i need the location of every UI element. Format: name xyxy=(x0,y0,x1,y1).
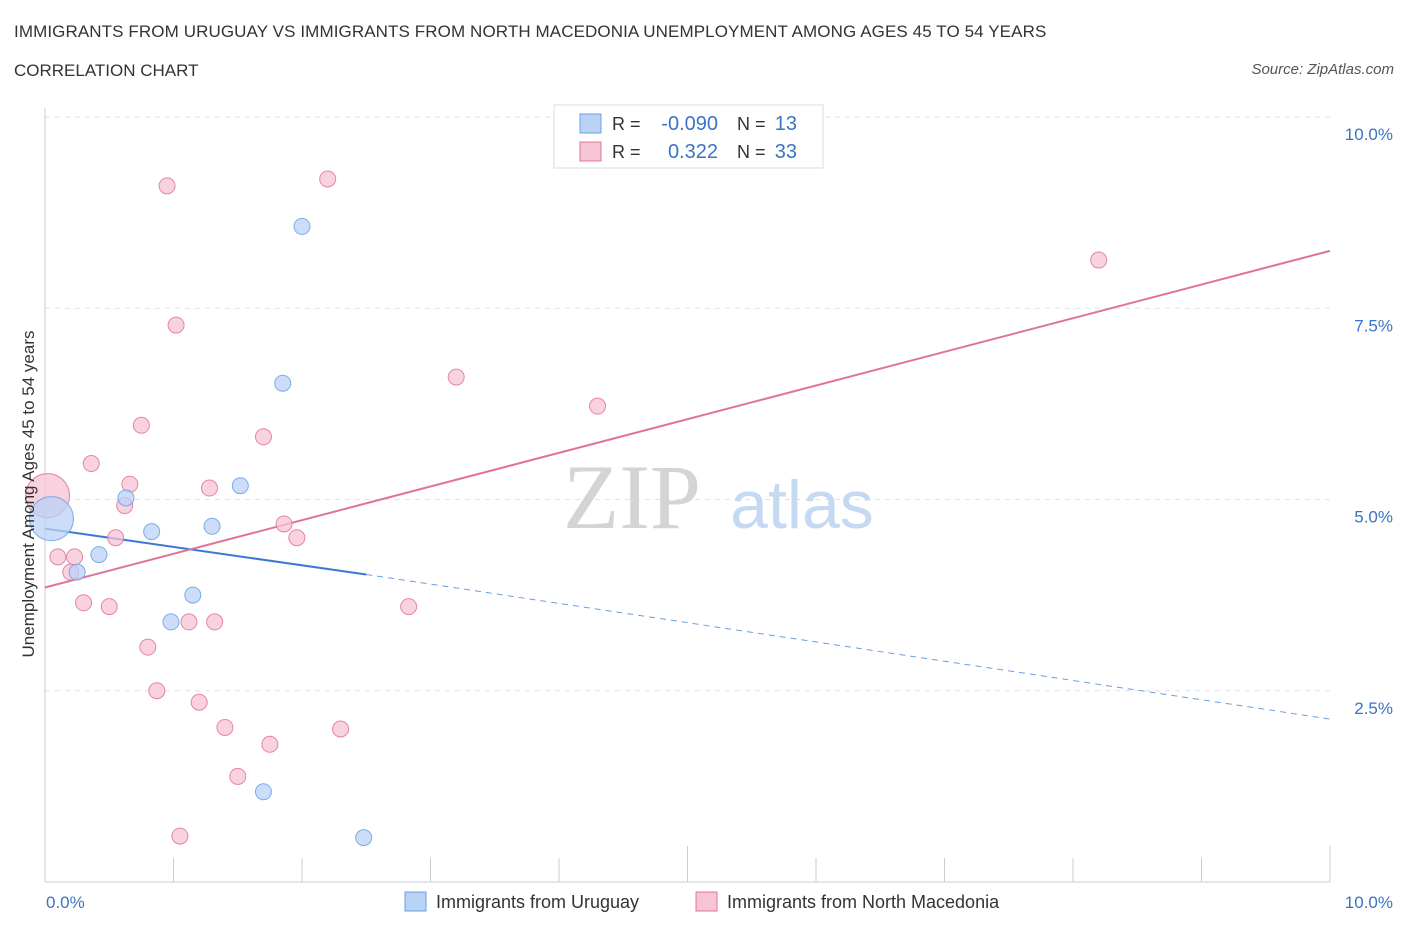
macedonia-point xyxy=(158,177,176,195)
uruguay-point xyxy=(274,374,292,392)
macedonia-point xyxy=(148,682,166,700)
macedonia-point xyxy=(167,316,185,334)
macedonia-point xyxy=(200,479,218,497)
macedonia-point xyxy=(332,720,350,738)
gridlines xyxy=(45,116,1330,692)
macedonia-point xyxy=(261,735,279,753)
y-tick-label: 5.0% xyxy=(1354,508,1393,527)
macedonia-point xyxy=(107,529,125,547)
uruguay-point xyxy=(68,563,86,581)
uruguay-swatch xyxy=(579,113,602,134)
legend-macedonia-label: Immigrants from North Macedonia xyxy=(727,892,1000,912)
macedonia-point xyxy=(254,428,272,446)
y-tick-label: 10.0% xyxy=(1345,125,1393,144)
source-credit: Source: ZipAtlas.com xyxy=(1251,61,1394,78)
macedonia-swatch xyxy=(579,141,602,162)
uruguay-point xyxy=(254,783,272,801)
watermark-zip: ZIP xyxy=(563,446,701,548)
macedonia-point xyxy=(82,455,100,473)
macedonia-point xyxy=(288,529,306,547)
uruguay-point xyxy=(231,477,249,495)
chart-title: IMMIGRANTS FROM URUGUAY VS IMMIGRANTS FR… xyxy=(14,22,1047,41)
series-legend: Immigrants from Uruguay Immigrants from … xyxy=(404,891,1000,912)
macedonia-point xyxy=(49,548,67,566)
macedonia-point xyxy=(132,416,150,434)
uruguay-point xyxy=(117,489,135,507)
macedonia-point xyxy=(171,827,189,845)
uruguay-r-label: R = xyxy=(612,114,641,134)
trend-lines xyxy=(44,249,1331,720)
macedonia-point xyxy=(139,638,157,656)
watermark: ZIP atlas xyxy=(563,446,874,548)
legend-uruguay-label: Immigrants from Uruguay xyxy=(436,892,639,912)
uruguay-r-value: -0.090 xyxy=(661,113,718,135)
macedonia-point xyxy=(589,397,607,415)
y-tick-labels: 2.5% 5.0% 7.5% 10.0% xyxy=(1345,125,1393,718)
uruguay-trend-extension xyxy=(366,573,1331,720)
watermark-atlas: atlas xyxy=(730,467,874,543)
x-tick-label-min: 0.0% xyxy=(46,893,85,912)
data-points xyxy=(25,170,1108,847)
uruguay-n-label: N = xyxy=(737,114,766,134)
macedonia-point xyxy=(216,718,234,736)
uruguay-n-value: 13 xyxy=(775,113,797,135)
macedonia-point xyxy=(180,613,198,631)
uruguay-point xyxy=(184,586,202,604)
macedonia-point xyxy=(75,594,93,612)
macedonia-point xyxy=(66,548,84,566)
uruguay-point xyxy=(203,517,221,535)
legend-uruguay-swatch xyxy=(404,891,427,912)
macedonia-point xyxy=(190,693,208,711)
y-tick-label: 7.5% xyxy=(1354,316,1393,335)
macedonia-point xyxy=(1090,251,1108,269)
macedonia-n-label: N = xyxy=(737,142,766,162)
macedonia-trend-line xyxy=(44,249,1331,589)
uruguay-point xyxy=(293,217,311,235)
macedonia-point xyxy=(400,598,418,616)
macedonia-point xyxy=(319,170,337,188)
uruguay-point xyxy=(90,546,108,564)
stats-legend: R = -0.090 N = 13 R = 0.322 N = 33 xyxy=(553,104,824,169)
y-tick-label: 2.5% xyxy=(1354,699,1393,718)
y-axis-title: Unemployment Among Ages 45 to 54 years xyxy=(19,331,38,658)
macedonia-point xyxy=(447,368,465,386)
uruguay-point xyxy=(162,613,180,631)
uruguay-point xyxy=(355,829,373,847)
legend-macedonia-swatch xyxy=(695,891,718,912)
macedonia-point xyxy=(229,767,247,785)
x-tick-label-max: 10.0% xyxy=(1345,893,1393,912)
uruguay-point xyxy=(28,496,74,542)
macedonia-point xyxy=(206,613,224,631)
macedonia-r-value: 0.322 xyxy=(668,141,718,163)
uruguay-point xyxy=(143,523,161,541)
chart-subtitle: CORRELATION CHART xyxy=(14,61,199,80)
macedonia-n-value: 33 xyxy=(775,141,797,163)
macedonia-point xyxy=(275,515,293,533)
macedonia-r-label: R = xyxy=(612,142,641,162)
macedonia-point xyxy=(100,598,118,616)
uruguay-trend-line xyxy=(44,527,367,576)
